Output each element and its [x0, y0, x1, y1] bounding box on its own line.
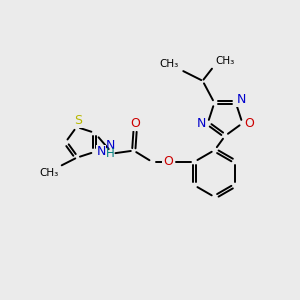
Text: O: O [163, 155, 173, 168]
Text: H: H [106, 147, 115, 160]
Text: O: O [130, 117, 140, 130]
Text: O: O [244, 117, 254, 130]
Text: N: N [97, 146, 106, 158]
Text: CH₃: CH₃ [40, 168, 59, 178]
Text: N: N [236, 93, 246, 106]
Text: N: N [106, 139, 115, 152]
Text: CH₃: CH₃ [160, 59, 179, 69]
Text: N: N [196, 117, 206, 130]
Text: S: S [74, 114, 82, 127]
Text: CH₃: CH₃ [216, 56, 235, 66]
